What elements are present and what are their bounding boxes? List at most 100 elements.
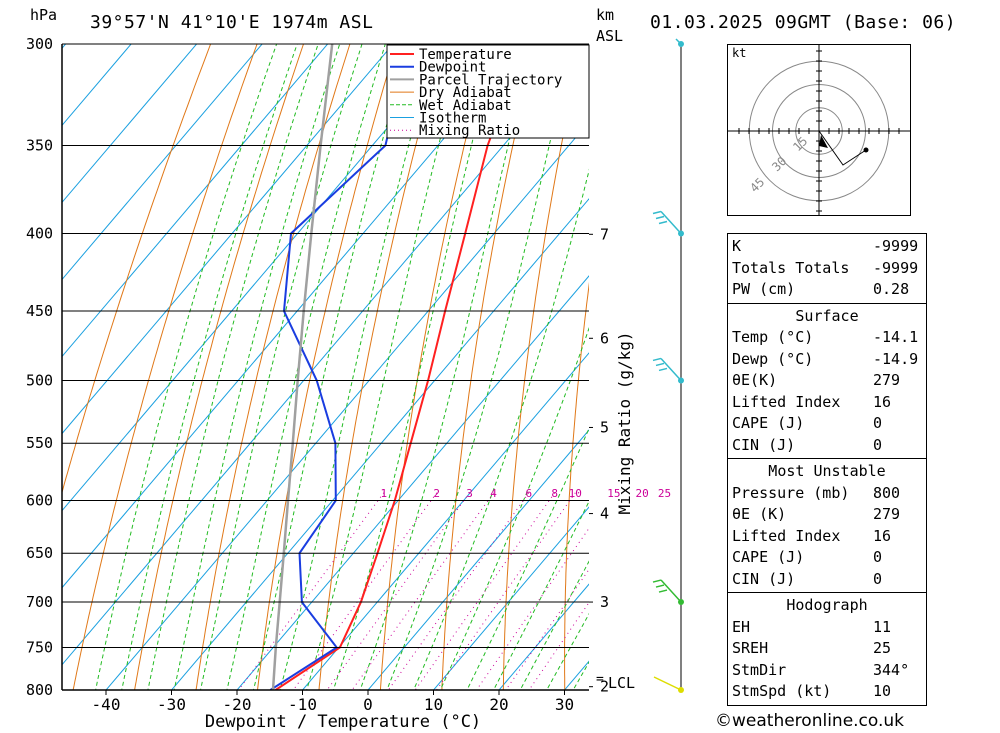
isotherm-line	[236, 275, 589, 690]
mu-index-value: 16	[873, 526, 892, 545]
wet-adiabat-line	[359, 44, 534, 690]
surface-index-value: 0	[873, 414, 883, 432]
isotherm-line	[432, 506, 589, 690]
km-label: km	[596, 6, 615, 24]
isotherm-line	[62, 44, 67, 50]
wet-adiabat-line	[466, 427, 589, 690]
dry-adiabat-line	[256, 44, 397, 690]
mixing-ratio-line	[435, 492, 576, 690]
hodo-index-row: StmDir 344°	[728, 660, 926, 682]
surface-index-row: Dewp (°C) -14.9	[728, 349, 926, 371]
hodograph-indices-box: Hodograph EH 11 SREH 25 StmDir 344° StmSpd (kt…	[727, 592, 927, 706]
mixing-ratio-line	[238, 492, 385, 690]
wet-adiabat-line	[306, 44, 466, 690]
wind-barb	[675, 38, 682, 45]
surface-index-value: 16	[873, 392, 892, 411]
legend-label: Parcel Trajectory	[419, 72, 562, 88]
surface-box: Surface Temp (°C) -14.1 Dewp (°C) -14.9 θE(K…	[727, 302, 927, 459]
basic-index-value: -9999	[873, 258, 919, 277]
legend-label: Isotherm	[419, 111, 486, 127]
hodo-index-value: 25	[873, 639, 892, 657]
mu-index-row: Lifted Index 16	[728, 526, 926, 548]
wet-adiabat-line	[279, 44, 437, 690]
surface-index-label: Temp (°C)	[732, 328, 814, 346]
mixing-ratio-label: 15	[607, 487, 620, 500]
lcl-marker: =	[596, 672, 604, 687]
wet-adiabat-line	[95, 44, 278, 690]
mu-index-row: Pressure (mb) 800	[728, 483, 926, 505]
x-axis-label: Dewpoint / Temperature (°C)	[205, 712, 481, 732]
wind-barb	[652, 579, 682, 603]
mu-index-label: Lifted Index	[732, 526, 841, 545]
dry-adiabat-line	[564, 281, 589, 690]
dry-adiabat-line	[502, 44, 583, 690]
pressure-tick-label: 400	[26, 224, 53, 242]
legend-box	[386, 44, 590, 139]
wet-adiabat-line	[226, 44, 386, 690]
mu-index-value: 279	[873, 505, 901, 523]
hodograph-point	[863, 147, 869, 153]
x-tick-label: -40	[92, 695, 121, 714]
pressure-tick-label: 300	[26, 35, 53, 53]
storm-motion-arrow	[819, 135, 828, 148]
hodograph-panel: 15 30 45 kt	[727, 44, 911, 216]
isotherm-line	[62, 44, 132, 127]
surface-index-value: -14.9	[873, 349, 919, 368]
km-tick-label: 3	[600, 593, 609, 611]
pressure-tick-label: 550	[26, 434, 53, 452]
wet-adiabat-line	[121, 44, 298, 690]
hodo-index-label: EH	[732, 617, 751, 636]
hodo-index-label: SREH	[732, 639, 769, 657]
x-tick-label: 20	[489, 695, 508, 714]
wet-adiabat-line	[147, 44, 319, 690]
datetime-title: 01.03.2025 09GMT (Base: 06)	[650, 12, 957, 33]
wet-adiabat-line	[173, 44, 341, 690]
mu-index-row: θE (K) 279	[728, 504, 926, 526]
basic-index-value: 0.28	[873, 280, 910, 298]
surface-index-label: CAPE (J)	[732, 414, 805, 432]
legend-label: Dry Adiabat	[419, 85, 512, 101]
isotherm-line	[301, 352, 589, 690]
copyright-footer[interactable]: ©weatheronline.co.uk	[715, 711, 905, 731]
hodograph-ring-label: 30	[769, 154, 789, 174]
hodo-index-value: 11	[873, 617, 892, 636]
isotherm-line	[62, 44, 263, 281]
wet-adiabat-line	[199, 44, 363, 690]
pressure-tick-label: 750	[26, 638, 53, 656]
pressure-tick-label: 450	[26, 302, 53, 320]
dry-adiabat-line	[441, 44, 537, 690]
surface-index-row: θE(K) 279	[728, 370, 926, 392]
surface-index-row: CAPE (J) 0	[728, 413, 926, 435]
most-unstable-title: Most Unstable	[768, 462, 886, 480]
mixing-ratio-label: 6	[525, 487, 532, 500]
surface-index-label: θE(K)	[732, 371, 778, 389]
mixing-ratio-label: 3	[466, 487, 473, 500]
mixing-ratio-label: 2	[433, 487, 440, 500]
mu-index-label: CIN (J)	[732, 569, 796, 588]
mu-index-label: Pressure (mb)	[732, 483, 850, 502]
basic-index-row: K -9999	[728, 236, 926, 258]
wind-barb	[653, 676, 682, 691]
mu-index-label: θE (K)	[732, 505, 787, 523]
hodograph-trace	[818, 130, 867, 166]
mixing-ratio-line	[475, 527, 589, 690]
mixing-ratio-line	[351, 492, 495, 690]
hodo-index-label: StmDir	[732, 660, 787, 679]
lcl-label: LCL	[608, 674, 635, 692]
isotherm-line	[367, 429, 589, 690]
hodograph-ring-label: 45	[747, 175, 767, 195]
isotherm-line	[62, 44, 394, 435]
surface-title: Surface	[795, 306, 859, 325]
km-tick-label: 2	[600, 678, 609, 696]
km-tick-label: 7	[600, 225, 609, 243]
x-tick-label: -10	[288, 695, 317, 714]
basic-index-label: K	[732, 237, 742, 255]
legend-label: Wet Adiabat	[419, 98, 512, 114]
pressure-tick-label: 700	[26, 593, 53, 611]
legend-label: Dewpoint	[419, 60, 486, 76]
pressure-tick-label: 500	[26, 371, 53, 389]
parcel-trajectory-profile	[271, 44, 334, 690]
mu-index-label: CAPE (J)	[732, 548, 805, 566]
basic-index-label: PW (cm)	[732, 280, 796, 298]
